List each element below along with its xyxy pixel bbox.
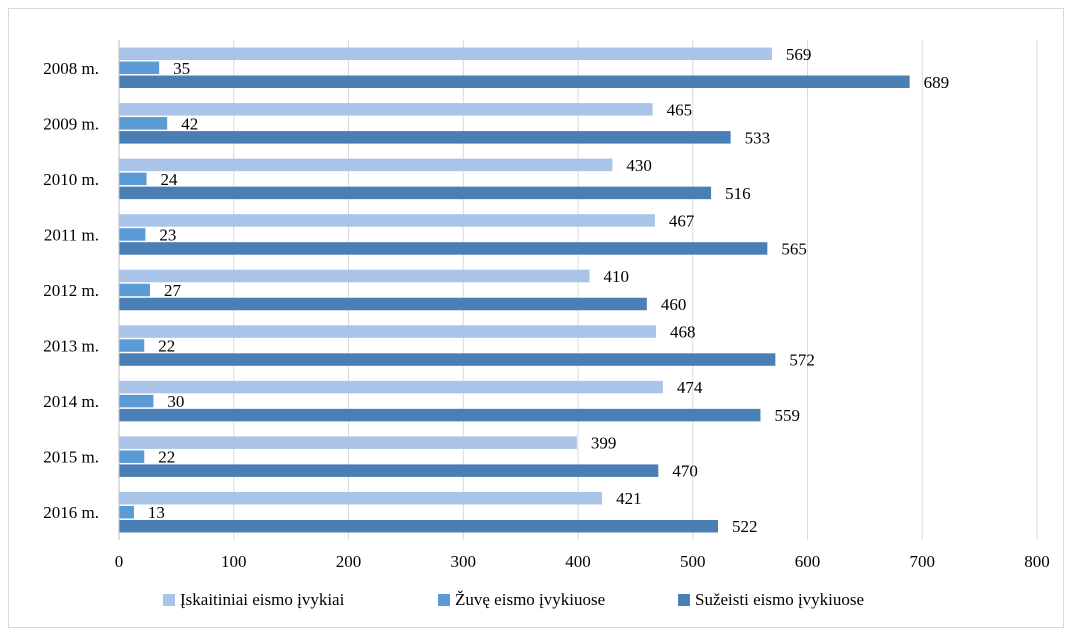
bar [119,158,613,172]
x-tick-label: 100 [221,552,247,571]
data-label: 565 [781,239,807,258]
labels-layer: 569 35 689 465 42 533 430 24 516 467 23 565 410 27 460… [148,45,949,536]
bar [119,519,718,533]
data-label: 399 [591,434,617,453]
axis-layer: 0 100 200 300 400 500 600 700 800 2008 m. 2009 m. 2… [43,40,1050,571]
data-label: 13 [148,503,165,522]
bar [119,450,145,463]
data-label: 689 [924,73,950,92]
bar [119,394,154,408]
bar [119,117,168,130]
bar [119,186,712,200]
bar [119,491,603,505]
category-label: 2011 m. [44,225,99,244]
category-label: 2010 m. [43,170,99,189]
bar [119,353,776,366]
data-label: 22 [158,337,175,356]
category-label: 2012 m. [43,281,99,300]
data-label: 559 [774,406,800,425]
grid-layer [233,40,1038,540]
data-label: 24 [161,170,179,189]
bar [119,283,150,297]
x-tick-label: 400 [565,552,591,571]
bar [119,61,160,75]
data-label: 30 [167,392,184,411]
data-label: 569 [786,45,812,64]
bar [119,103,653,116]
bar [119,228,146,241]
category-label: 2008 m. [43,59,99,78]
data-label: 460 [661,295,687,314]
data-label: 470 [672,462,698,481]
data-label: 23 [159,225,176,244]
data-label: 27 [164,281,182,300]
category-label: 2009 m. [43,114,99,133]
data-label: 35 [173,59,190,78]
data-label: 430 [626,156,652,175]
legend-swatch [163,594,175,606]
bar [119,131,731,144]
data-label: 468 [670,323,696,342]
legend-label: Įskaitiniai eismo įvykiai [180,590,345,609]
bar [119,505,134,519]
legend: Įskaitiniai eismo įvykiai Žuvę eismo įvyk… [163,590,864,609]
x-tick-label: 200 [336,552,362,571]
legend-swatch [678,594,690,606]
bar [119,339,145,352]
legend-label: Sužeisti eismo įvykiuose [695,590,864,609]
bar [119,47,772,61]
x-tick-label: 800 [1024,552,1050,571]
category-label: 2013 m. [43,337,99,356]
bar [119,242,768,255]
bar [119,408,761,422]
data-label: 22 [158,448,175,467]
data-label: 42 [181,114,198,133]
legend-label: Žuvę eismo įvykiuose [455,590,605,609]
bar [119,172,147,186]
category-label: 2014 m. [43,392,99,411]
legend-swatch [438,594,450,606]
x-tick-label: 0 [115,552,124,571]
category-label: 2015 m. [43,448,99,467]
bar [119,380,663,394]
x-tick-label: 500 [680,552,706,571]
x-tick-label: 300 [451,552,477,571]
bar [119,297,647,311]
data-label: 572 [789,351,815,370]
data-label: 522 [732,517,758,536]
bar [119,214,655,227]
category-label: 2016 m. [43,503,99,522]
data-label: 467 [669,211,695,230]
bar [119,464,659,477]
bar [119,269,590,283]
bar [119,325,657,338]
bar [119,436,577,449]
bar [119,75,910,89]
data-label: 474 [677,378,703,397]
data-label: 410 [603,267,629,286]
data-label: 533 [745,128,771,147]
x-tick-label: 700 [910,552,936,571]
data-label: 421 [616,489,642,508]
data-label: 516 [725,184,751,203]
x-tick-label: 600 [795,552,821,571]
bars-layer [119,47,910,533]
data-label: 465 [667,100,693,119]
